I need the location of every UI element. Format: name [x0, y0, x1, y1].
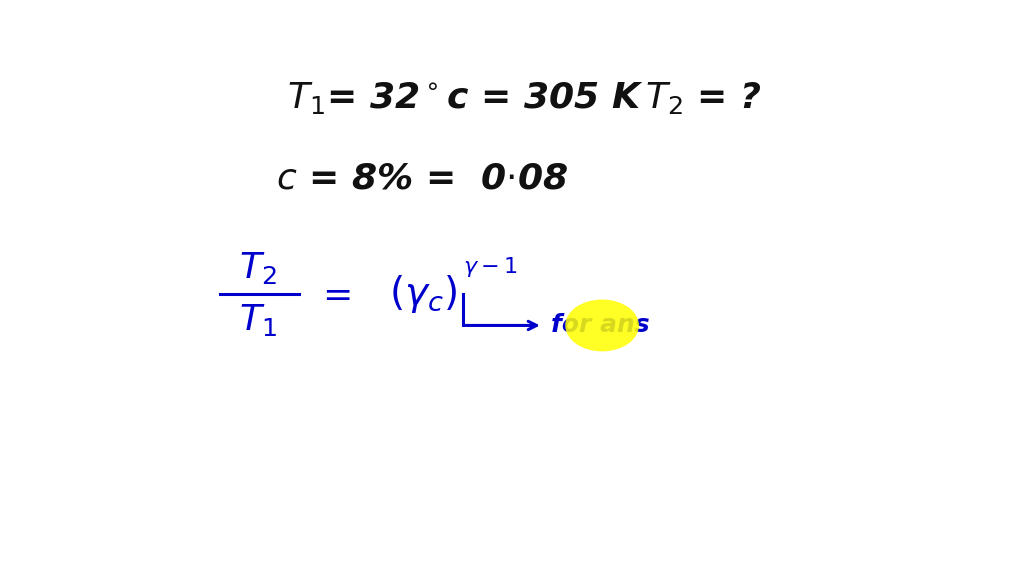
Text: $\gamma - 1$: $\gamma - 1$: [463, 255, 517, 279]
Text: $T_1$= 32$^\circ$c = 305 K: $T_1$= 32$^\circ$c = 305 K: [287, 80, 643, 116]
Text: $(\gamma_c)$: $(\gamma_c)$: [389, 273, 457, 314]
Text: $T_2$ = ?: $T_2$ = ?: [645, 80, 762, 116]
Text: for ans: for ans: [551, 313, 649, 338]
Ellipse shape: [565, 300, 639, 351]
Text: $T_2$: $T_2$: [240, 250, 276, 286]
Text: $T_1$: $T_1$: [240, 302, 276, 338]
Text: $=$: $=$: [315, 276, 350, 311]
Text: $c$ = 8% =  0$\cdot$08: $c$ = 8% = 0$\cdot$08: [276, 161, 568, 196]
